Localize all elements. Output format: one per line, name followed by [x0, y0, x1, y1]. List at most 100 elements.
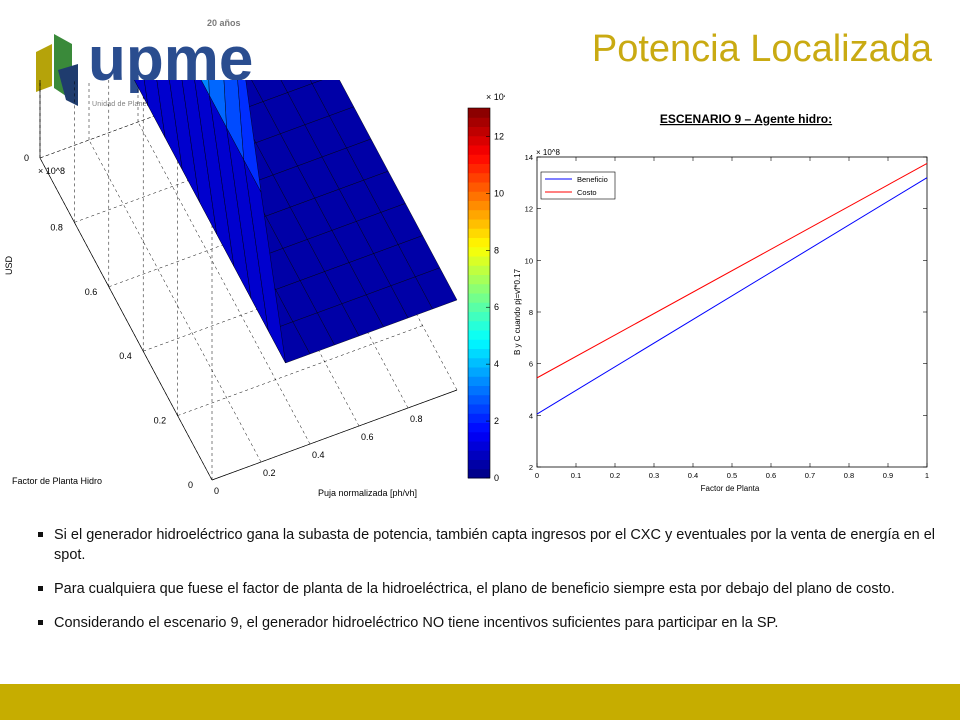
colorbar-tick-label: 2: [494, 416, 499, 426]
bullet-marker: [38, 620, 43, 625]
colorbar-tick-label: 0: [494, 473, 499, 483]
legend-box: [540, 171, 616, 200]
logo-years: 20 años: [207, 18, 241, 28]
colorbar-segment: [468, 145, 490, 155]
colorbar: 0 2 4 6 8 10 12: [467, 107, 504, 483]
line-plot-area: [536, 156, 928, 468]
surface-y-label: Factor de Planta Hidro: [12, 476, 102, 486]
colorbar-segment: [468, 135, 490, 146]
colorbar-segment: [468, 182, 490, 192]
line-x-tick-label: 0.4: [688, 471, 698, 480]
bullet-item: Si el generador hidroeléctrico gana la s…: [38, 525, 938, 565]
colorbar-segment: [468, 339, 490, 349]
line-chart-title: ESCENARIO 9 – Agente hidro:: [660, 112, 832, 126]
surface-x-label: Puja normalizada [ph/vh]: [318, 488, 417, 498]
line-x-tick-label: 0.2: [610, 471, 620, 480]
bullet-item: Considerando el escenario 9, el generado…: [38, 613, 938, 633]
surface-y-tick-label: 0.4: [119, 351, 132, 361]
line-y-tick-label: 12: [525, 205, 533, 214]
colorbar-tick-label: 4: [494, 359, 499, 369]
colorbar-segment: [468, 394, 490, 405]
colorbar-segment: [468, 311, 490, 322]
colorbar-tick-label: 10: [494, 188, 504, 198]
colorbar-segment: [468, 219, 490, 229]
line-y-tick-label: 8: [529, 308, 533, 317]
colorbar-segment: [468, 330, 490, 340]
line-series: [536, 163, 928, 415]
colorbar-segment: [468, 191, 490, 201]
bullet-text: Si el generador hidroeléctrico gana la s…: [54, 527, 936, 563]
surface-x-tick-label: 0.4: [312, 450, 325, 460]
colorbar-tick-label: 12: [494, 131, 504, 141]
bullet-text: Para cualquiera que fuese el factor de p…: [54, 581, 895, 597]
colorbar-segment: [468, 256, 490, 266]
line-chart: ESCENARIO 9 – Agente hidro: × 10^8 0 0.1 0…: [500, 105, 950, 505]
colorbar-segment: [468, 422, 490, 433]
colorbar-multiplier: × 10^8: [486, 92, 505, 102]
line-x-tick-label: 0.9: [883, 471, 893, 480]
line-chart-svg: ESCENARIO 9 – Agente hidro: × 10^8 0 0.1 0…: [513, 112, 929, 493]
colorbar-segment: [468, 228, 490, 238]
line-y-tick-label: 6: [529, 360, 533, 369]
surface-x-tick-label: 0: [214, 486, 219, 496]
colorbar-segment: [468, 302, 490, 312]
line-x-tick-label: 1: [925, 471, 929, 480]
colorbar-segment: [468, 385, 490, 396]
surface-y-axis: [39, 157, 213, 481]
line-x-tick-label: 0.6: [766, 471, 776, 480]
surface-y-tick-label: 0.8: [50, 222, 63, 232]
colorbar-segment: [468, 441, 490, 451]
surface-gridline: [137, 121, 311, 445]
bullet-marker: [38, 586, 43, 591]
colorbar-segment: [468, 348, 490, 359]
line-x-tick-label: 0.5: [727, 471, 737, 480]
surface-z-multiplier: × 10^8: [38, 166, 65, 176]
bullet-text: Considerando el escenario 9, el generado…: [54, 615, 779, 631]
colorbar-frame: [467, 107, 491, 479]
legend-beneficio-label: Beneficio: [577, 175, 608, 184]
footer-bar: [0, 684, 960, 720]
surface-x-tick-label: 0.6: [361, 432, 374, 442]
line-x-tick-label: 0.3: [649, 471, 659, 480]
surface-gridline: [88, 139, 262, 463]
bullet-list: Si el generador hidroeléctrico gana la s…: [38, 525, 938, 647]
colorbar-segment: [468, 163, 490, 174]
colorbar-tick-label: 6: [494, 302, 499, 312]
line-series-costo: [536, 163, 928, 379]
colorbar-segment: [468, 376, 490, 386]
colorbar-tick-label: 8: [494, 245, 499, 255]
surface-axes: 00.20.40.60.800.20.40.60.8024681012: [24, 0, 458, 496]
line-y-tick-label: 10: [525, 256, 533, 265]
colorbar-segment: [468, 108, 490, 118]
surface-x-tick-label: 0.2: [263, 468, 276, 478]
line-y-tick-label: 4: [529, 411, 533, 420]
line-legend: Beneficio Costo: [540, 171, 616, 200]
slide-title: Potencia Localizada: [591, 28, 932, 70]
colorbar-segment: [468, 265, 490, 275]
colorbar-segment: [468, 200, 490, 211]
surface-chart: 0 0.2 0.4 0.6 0.8 0 0.2 0.4 0.6 0.8 0 2 4 6 8 10 12 0 2 4 6…: [0, 0, 513, 510]
colorbar-segment: [468, 450, 490, 460]
colorbar-segment: [468, 172, 490, 183]
surface-z-label: USD: [4, 255, 14, 275]
surface-y-tick-label: 0.2: [154, 416, 167, 426]
logo-shape-right: [58, 64, 78, 106]
colorbar-segment: [468, 320, 490, 331]
surface-chart-svg: 0 0.2 0.4 0.6 0.8 0 0.2 0.4 0.6 0.8 0 2 4 6 8 10 12 0 2 4 6…: [4, 0, 513, 498]
line-x-tick-label: 0: [535, 471, 539, 480]
colorbar-segment: [468, 237, 490, 248]
colorbar-segment: [468, 274, 490, 285]
colorbar-segment: [468, 126, 490, 137]
colorbar-segment: [468, 293, 490, 303]
colorbar-segment: [468, 459, 490, 470]
colorbar-segment: [468, 413, 490, 423]
colorbar-segment: [468, 404, 490, 414]
bullet-item: Para cualquiera que fuese el factor de p…: [38, 579, 938, 599]
surface-faces: [107, 0, 458, 364]
surface-y-tick-label: 0.6: [85, 287, 98, 297]
surface-y-tick-label: 0: [188, 480, 193, 490]
surface-x-tick-label: 0.8: [410, 414, 423, 424]
colorbar-segment: [468, 468, 490, 479]
line-x-tick-label: 0.8: [844, 471, 854, 480]
